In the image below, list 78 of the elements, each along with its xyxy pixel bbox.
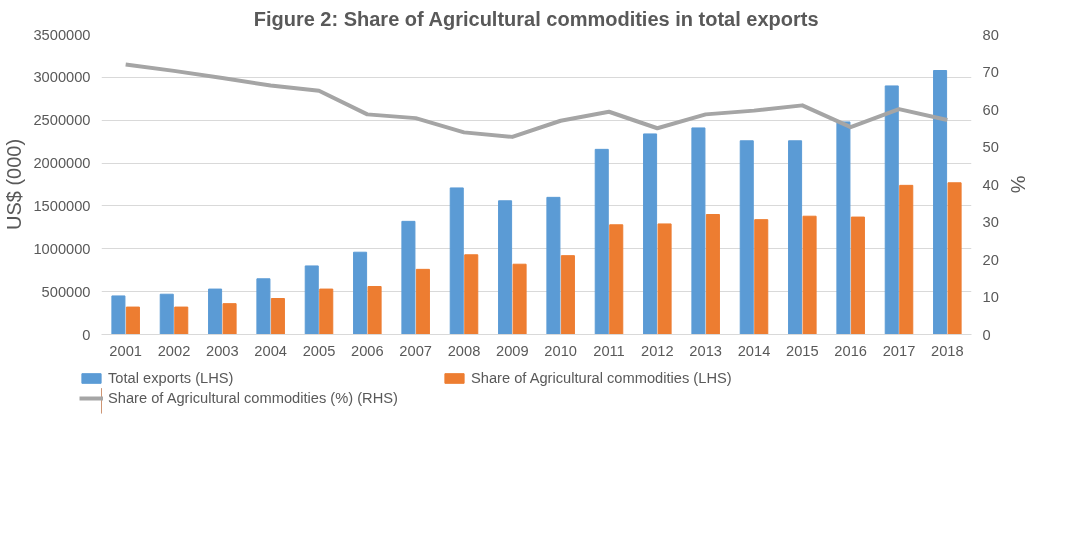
bar [270, 298, 285, 335]
y-tick-label: 500000 [41, 283, 91, 300]
bar [159, 293, 174, 335]
bar [208, 288, 223, 335]
x-tick-label: 2015 [786, 342, 819, 359]
legend-label: Share of Agricultural commodities (%) (RHS) [107, 390, 399, 406]
y2-axis-title: % [1006, 175, 1029, 194]
x-tick-label: 2008 [447, 342, 481, 359]
bar [933, 70, 948, 335]
bar [788, 140, 803, 335]
y-tick-label: 2000000 [33, 155, 91, 172]
x-tick-label: 2002 [157, 342, 191, 359]
y-tick-label: 0 [82, 326, 91, 343]
x-tick-label: 2013 [689, 342, 722, 359]
bar [415, 268, 430, 335]
bar [947, 182, 962, 335]
x-tick-label: 2012 [641, 342, 674, 359]
y2-tick-label: 70 [982, 64, 999, 80]
bar [304, 265, 319, 335]
bar [643, 133, 658, 335]
bar [899, 184, 914, 335]
bar [498, 200, 513, 335]
bar [594, 148, 609, 335]
y2-tick-label: 50 [982, 139, 999, 155]
bar [657, 223, 672, 335]
chart-title: Figure 2: Share of Agricultural commodities in total exports [253, 7, 819, 30]
bar [353, 251, 368, 335]
bar [546, 196, 561, 335]
bar [125, 306, 140, 335]
bar [111, 295, 126, 335]
bar [222, 303, 237, 335]
bar [609, 224, 624, 335]
bar [174, 306, 189, 335]
y-tick-label: 1500000 [33, 197, 91, 214]
bar [319, 288, 334, 335]
bar [739, 140, 754, 335]
y2-tick-label: 80 [982, 26, 999, 43]
bar [464, 254, 479, 335]
bar [512, 263, 527, 335]
x-tick-label: 2005 [302, 342, 336, 359]
x-tick-label: 2003 [206, 342, 239, 359]
bar [367, 286, 382, 335]
bar [401, 220, 416, 335]
y2-tick-label: 0 [982, 326, 991, 343]
x-tick-label: 2014 [737, 342, 771, 359]
x-tick-label: 2016 [834, 342, 867, 359]
bar [705, 214, 720, 335]
y2-tick-label: 20 [982, 251, 999, 268]
legend-label: Total exports (LHS) [107, 370, 235, 386]
legend-label: Share of Agricultural commodities (LHS) [470, 370, 733, 386]
bar [884, 85, 899, 335]
bar [754, 219, 769, 335]
y2-tick-label: 40 [982, 176, 999, 193]
bar [256, 278, 271, 335]
x-tick-label: 2004 [254, 342, 287, 359]
y-axis-title: US$ (000) [3, 138, 26, 231]
y2-tick-label: 30 [982, 214, 999, 230]
y-tick-label: 3500000 [33, 26, 91, 43]
bar [836, 121, 851, 335]
y-tick-label: 1000000 [33, 240, 91, 257]
y-tick-label: 3000000 [33, 69, 91, 86]
y2-tick-label: 10 [982, 289, 999, 305]
x-tick-label: 2010 [544, 342, 577, 359]
x-tick-label: 2007 [399, 342, 432, 359]
x-tick-label: 2006 [351, 342, 384, 359]
x-tick-label: 2009 [496, 342, 529, 359]
x-tick-label: 2018 [931, 342, 964, 359]
bar [449, 187, 464, 335]
y2-tick-label: 60 [982, 101, 999, 118]
line-series [123, 62, 950, 139]
y-tick-label: 2500000 [33, 112, 91, 129]
bar [560, 255, 575, 335]
x-tick-label: 2001 [109, 342, 142, 359]
bar [802, 215, 817, 335]
bar [691, 127, 706, 335]
x-tick-label: 2011 [593, 342, 625, 359]
x-tick-label: 2017 [882, 342, 916, 359]
bar [850, 216, 865, 335]
